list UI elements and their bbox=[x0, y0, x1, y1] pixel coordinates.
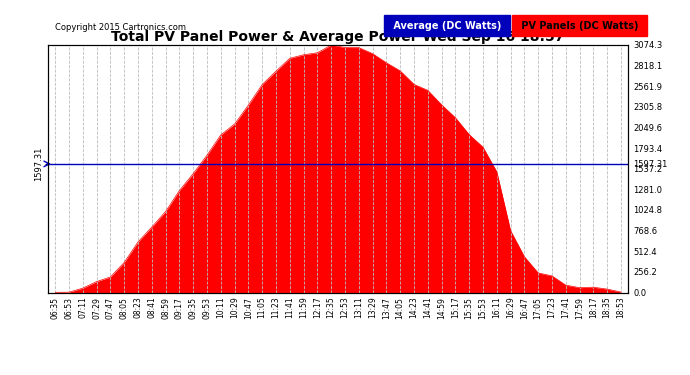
Text: Copyright 2015 Cartronics.com: Copyright 2015 Cartronics.com bbox=[55, 22, 186, 32]
Title: Total PV Panel Power & Average Power Wed Sep 16 18:57: Total PV Panel Power & Average Power Wed… bbox=[111, 30, 565, 44]
Text: Average (DC Watts): Average (DC Watts) bbox=[390, 21, 504, 31]
Text: PV Panels (DC Watts): PV Panels (DC Watts) bbox=[518, 21, 642, 31]
